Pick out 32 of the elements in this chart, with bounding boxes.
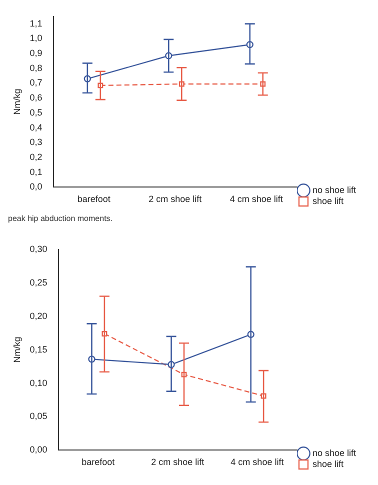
y-tick-label: 1,0 [30,33,42,44]
x-tick-label: 2 cm shoe lift [148,194,202,204]
legend-label: shoe lift [312,458,344,469]
y-tick-label: 0,6 [30,92,42,103]
y-tick-label: 0,5 [30,107,42,118]
x-tick-label: barefoot [77,194,111,204]
legend-label: shoe lift [312,196,344,206]
y-tick-label: 0,25 [30,277,48,288]
y-tick-label: 0,7 [30,78,42,88]
y-tick-label: 0,1 [30,166,42,177]
y-tick-label: 0,3 [30,137,42,148]
x-tick-label: 4 cm shoe lift [230,457,284,468]
y-tick-label: 0,30 [30,244,48,254]
y-tick-label: 0,2 [30,152,42,162]
y-tick-label: 0,8 [30,62,42,73]
y-tick-label: 0,05 [30,411,48,422]
text: peak hip abduction moments. [8,214,114,223]
y-tick-label: 0,00 [30,444,48,455]
y-tick-label: 1,1 [30,18,42,28]
y-tick-label: 0,0 [30,182,42,192]
y-tick-label: 0,10 [30,378,48,388]
y-tick-label: 0,20 [30,310,48,321]
x-tick-label: 4 cm shoe lift [230,194,284,204]
x-tick-label: barefoot [82,457,116,468]
y-axis-title: Nm/kg [12,336,22,363]
y-tick-label: 0,9 [30,48,42,58]
legend-label: no shoe lift [312,184,356,195]
legend-label: no shoe lift [312,448,356,458]
x-tick-label: 2 cm shoe lift [151,457,205,468]
y-axis-title: Nm/kg [12,88,22,115]
y-tick-label: 0,4 [30,122,42,132]
y-tick-label: 0,15 [30,344,48,354]
